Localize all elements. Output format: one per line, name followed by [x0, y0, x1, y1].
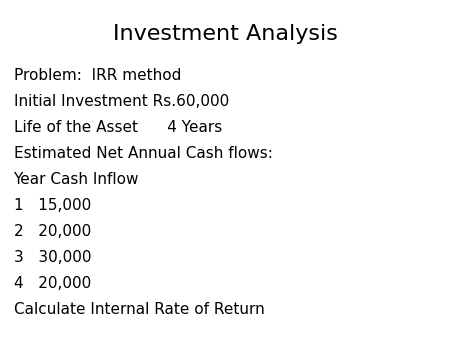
Text: Initial Investment Rs.60,000: Initial Investment Rs.60,000: [14, 94, 229, 108]
Text: Problem:  IRR method: Problem: IRR method: [14, 68, 181, 82]
Text: Calculate Internal Rate of Return: Calculate Internal Rate of Return: [14, 302, 264, 317]
Text: Year Cash Inflow: Year Cash Inflow: [14, 172, 139, 187]
Text: Estimated Net Annual Cash flows:: Estimated Net Annual Cash flows:: [14, 146, 272, 161]
Text: 4   20,000: 4 20,000: [14, 276, 91, 291]
Text: 3   30,000: 3 30,000: [14, 250, 91, 265]
Text: 1   15,000: 1 15,000: [14, 198, 91, 213]
Text: Investment Analysis: Investment Analysis: [112, 24, 338, 44]
Text: Life of the Asset      4 Years: Life of the Asset 4 Years: [14, 120, 222, 135]
Text: 2   20,000: 2 20,000: [14, 224, 91, 239]
